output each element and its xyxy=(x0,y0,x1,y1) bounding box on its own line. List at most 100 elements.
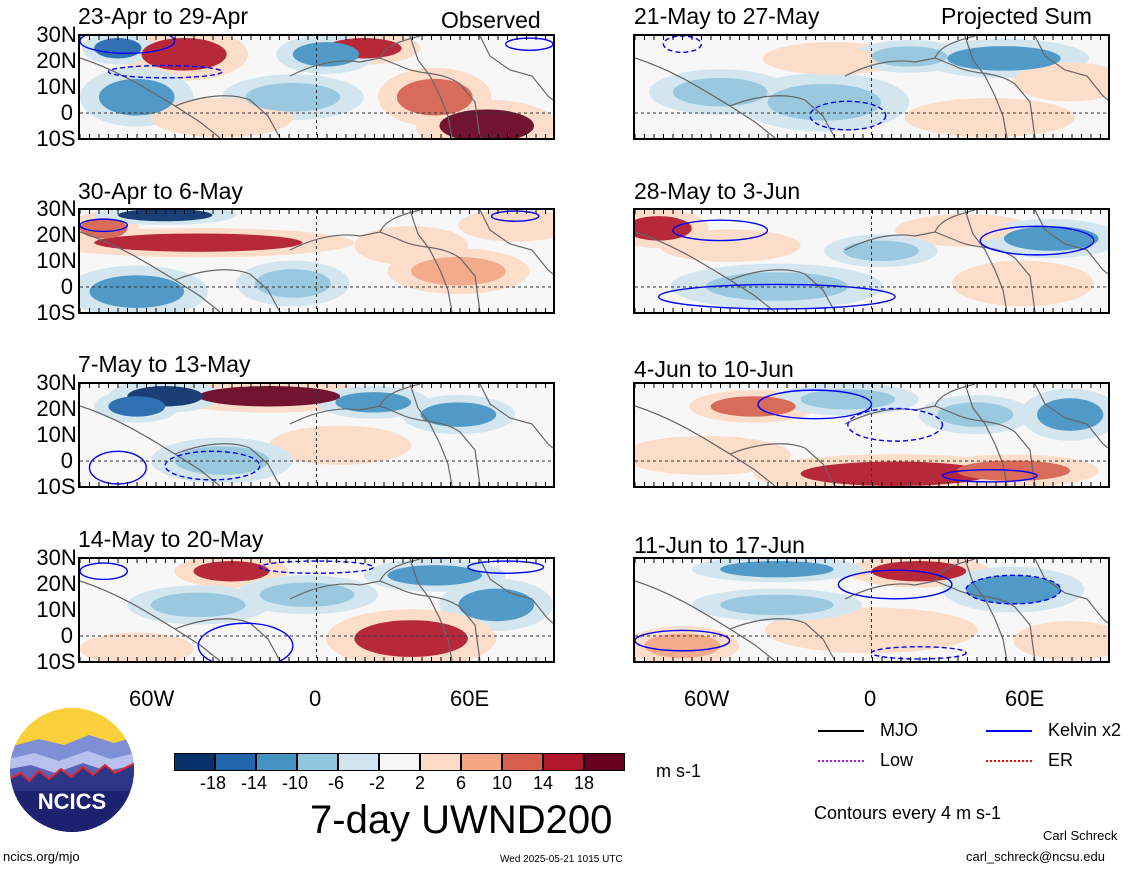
legend-label: MJO xyxy=(880,720,918,740)
map-panel-proj-4 xyxy=(633,557,1110,663)
lon-label-0-left: 0 xyxy=(309,686,322,711)
anomaly-core xyxy=(117,210,213,222)
anomaly-map xyxy=(80,36,553,138)
lon-label-60e-right: 60E xyxy=(1005,686,1045,711)
units-label: m s-1 xyxy=(656,761,701,781)
anomaly-core xyxy=(98,638,175,659)
timestamp: Wed 2025-05-21 1015 UTC xyxy=(500,854,623,865)
coastline xyxy=(729,618,836,661)
kelvin-contour xyxy=(657,283,896,310)
map-panel-proj-1 xyxy=(633,34,1110,140)
anomaly-core xyxy=(477,215,553,236)
coastline xyxy=(479,210,553,275)
kelvin-contour xyxy=(837,569,953,600)
panel-title-proj-2: 28-May to 3-Jun xyxy=(634,178,801,204)
colorbar-swatch xyxy=(461,753,502,771)
anomaly-core xyxy=(259,582,355,607)
anomaly-map xyxy=(635,384,1108,486)
coastline xyxy=(844,405,1036,486)
kelvin-contour xyxy=(672,219,769,242)
anomaly-core xyxy=(387,565,483,586)
anomaly-core xyxy=(705,272,848,301)
coastline xyxy=(289,231,481,312)
lon-label-60w-right: 60W xyxy=(684,686,730,711)
coastline xyxy=(409,559,453,661)
colorbar-label: -10 xyxy=(282,773,309,793)
panel-title-obs-4: 14-May to 20-May xyxy=(78,526,264,552)
anomaly-core xyxy=(932,105,1047,130)
coastline xyxy=(964,210,1008,312)
anomaly-core xyxy=(292,432,388,458)
colorbar-swatch xyxy=(379,753,420,771)
kelvin-contour xyxy=(809,100,887,131)
anomaly-core xyxy=(439,109,535,138)
coastline xyxy=(479,384,553,449)
observed-column-label: Observed xyxy=(441,7,541,33)
anomaly-map xyxy=(635,210,1108,312)
coastline xyxy=(934,36,976,59)
anomaly-core xyxy=(1003,226,1099,251)
coastline xyxy=(174,443,281,486)
coastline xyxy=(934,384,976,407)
coastline xyxy=(80,580,221,661)
coastline xyxy=(729,443,836,486)
anomaly-core xyxy=(89,275,185,308)
lat-label: 10N xyxy=(36,248,77,273)
anomaly-core xyxy=(198,386,341,407)
colorbar-swatch xyxy=(502,753,543,771)
anomaly-core xyxy=(245,82,341,112)
anomaly-core xyxy=(937,402,1014,427)
legend-label: Kelvin x2 xyxy=(1048,720,1122,740)
lat-label: 0 xyxy=(60,448,74,473)
coastline xyxy=(80,57,221,138)
anomaly-core xyxy=(94,233,303,252)
kelvin-contour xyxy=(979,225,1095,256)
kelvin-contour xyxy=(505,37,553,51)
anomaly-core xyxy=(108,396,166,417)
lat-label: 20N xyxy=(36,48,77,73)
author-email: carl_schreck@ncsu.edu xyxy=(966,849,1105,864)
anomaly-core xyxy=(396,78,473,116)
anomaly-core xyxy=(420,402,497,427)
panel-title-proj-1: 21-May to 27-May xyxy=(634,3,820,29)
lat-label: 20N xyxy=(36,222,77,247)
kelvin-contour xyxy=(965,574,1062,605)
colorbar-swatch xyxy=(297,753,338,771)
legend-label: ER xyxy=(1048,750,1074,770)
colorbar-label: -18 xyxy=(200,773,227,793)
ncics-logo: NCICS xyxy=(10,708,134,832)
coastline xyxy=(174,269,281,312)
kelvin-contour xyxy=(847,407,944,442)
lat-label: 0 xyxy=(60,100,74,125)
colorbar-label: -14 xyxy=(241,773,268,793)
lat-label: 20N xyxy=(36,396,77,421)
map-panel-proj-2 xyxy=(633,208,1110,314)
anomaly-core xyxy=(644,633,721,658)
coastline xyxy=(964,384,1008,486)
colorbar-label: 14 xyxy=(533,773,554,793)
anomaly-core xyxy=(1032,628,1108,653)
anomaly-core xyxy=(335,392,412,413)
coastline xyxy=(409,384,453,486)
colorbar-label: 6 xyxy=(456,773,467,793)
coastline xyxy=(635,57,776,138)
colorbar-label: 2 xyxy=(415,773,426,793)
lat-label: 10S xyxy=(36,300,76,325)
anomaly-core xyxy=(720,561,834,578)
anomaly-core xyxy=(141,38,227,71)
colorbar-label: 10 xyxy=(492,773,513,793)
anomaly-map xyxy=(80,384,553,486)
coastline xyxy=(379,210,421,233)
kelvin-contour xyxy=(80,36,176,55)
colorbar-swatch xyxy=(174,753,215,771)
kelvin-contour xyxy=(870,646,967,660)
coastline xyxy=(1034,384,1108,449)
coastline xyxy=(1034,36,1108,101)
lat-label: 10N xyxy=(36,74,77,99)
anomaly-core xyxy=(174,105,270,130)
coastline xyxy=(289,57,481,138)
map-panel-proj-3 xyxy=(633,382,1110,488)
lat-label: 10N xyxy=(36,422,77,447)
legend-label: Low xyxy=(880,750,914,770)
lat-label: 30N xyxy=(36,196,77,221)
